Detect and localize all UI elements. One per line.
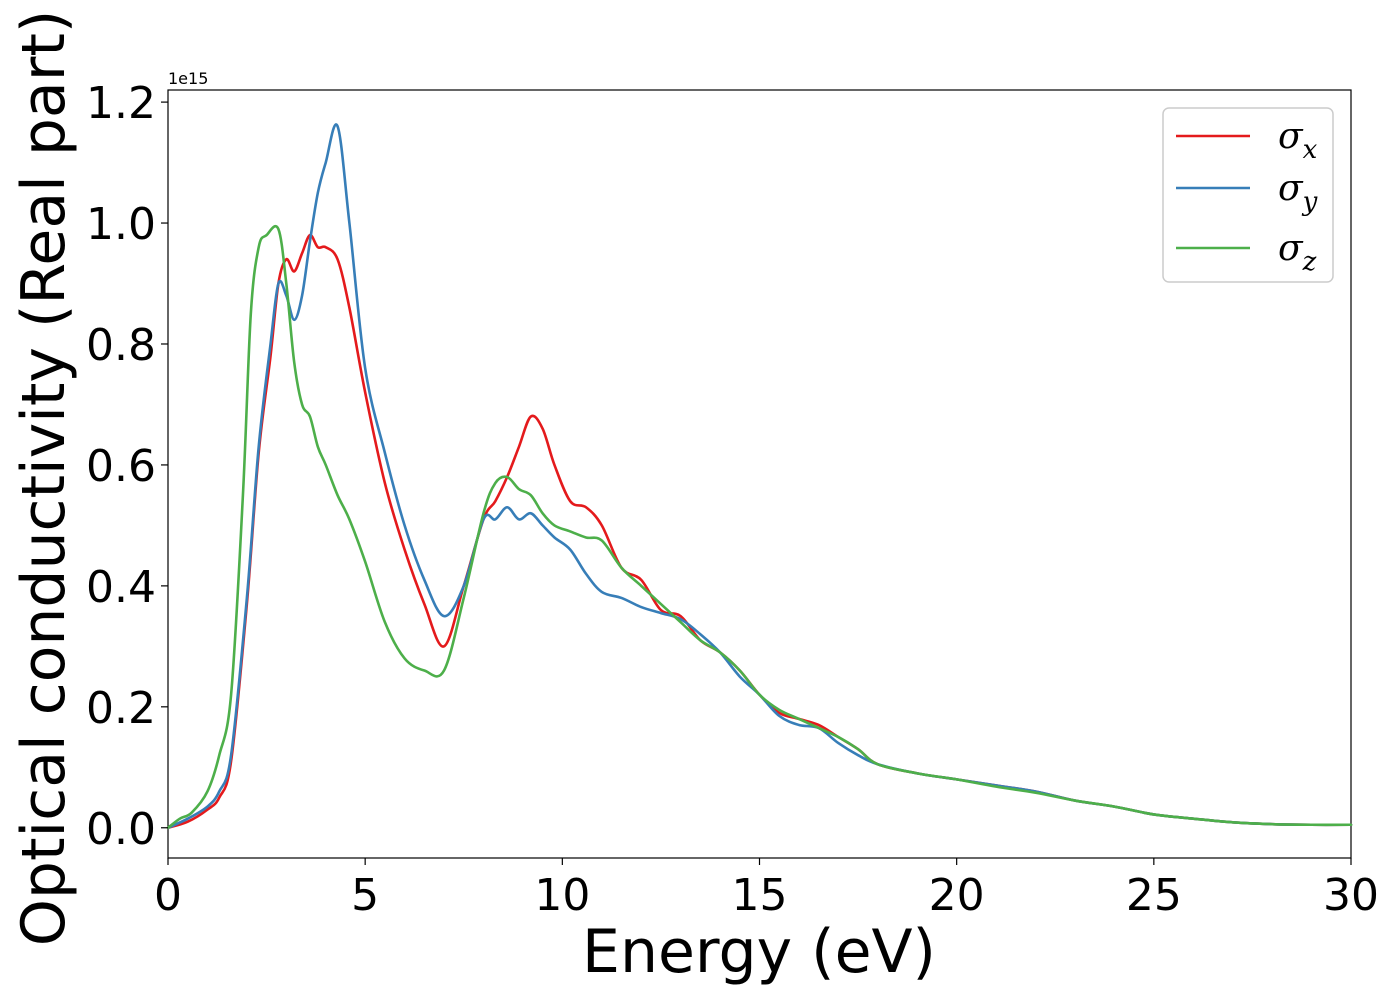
y-tick-label: 1.2 <box>86 78 156 129</box>
legend-symbol: σ <box>1278 116 1304 157</box>
x-tick-label: 15 <box>732 870 788 921</box>
x-tick-label: 5 <box>351 870 379 921</box>
series-line-z <box>166 224 1353 830</box>
y-tick-label: 0.6 <box>86 441 156 492</box>
x-tick-label: 30 <box>1323 870 1379 921</box>
y-tick-label: 1.0 <box>86 199 156 250</box>
legend-label-y: σy <box>1278 168 1318 217</box>
y-tick-label: 0.8 <box>86 320 156 371</box>
legend-subscript: y <box>1302 187 1318 217</box>
x-tick-label: 10 <box>534 870 590 921</box>
x-tick-label: 20 <box>929 870 985 921</box>
x-axis-label: Energy (eV) <box>582 917 936 987</box>
x-axis: 0 5 10 15 20 25 30 <box>154 858 1379 921</box>
y-tick-label: 0.2 <box>86 683 156 734</box>
legend-subscript: z <box>1302 247 1317 277</box>
legend-box <box>1162 107 1334 283</box>
legend-label-x: σx <box>1278 116 1318 165</box>
legend-symbol: σ <box>1278 228 1304 269</box>
y-axis-label: Optical conductivity (Real part) <box>9 10 79 947</box>
x-tick-label: 0 <box>154 870 182 921</box>
legend-symbol: σ <box>1278 168 1304 209</box>
series-layer <box>166 123 1353 830</box>
legend-label-z: σz <box>1278 228 1317 277</box>
y-axis: 0.0 0.2 0.4 0.6 0.8 1.0 1.2 <box>86 78 168 855</box>
series-line-x <box>166 233 1353 830</box>
x-tick-label: 25 <box>1126 870 1182 921</box>
y-tick-label: 0.0 <box>86 804 156 855</box>
y-tick-label: 0.4 <box>86 562 156 613</box>
y-offset-label: 1e15 <box>168 69 208 88</box>
legend-subscript: x <box>1303 135 1318 165</box>
